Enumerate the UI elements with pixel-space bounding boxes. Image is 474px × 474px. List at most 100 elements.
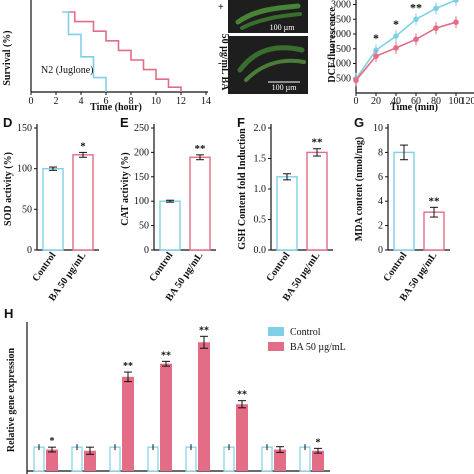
survival-curve-1: [68, 11, 182, 92]
bar: [423, 211, 445, 251]
gene-bar-control: [71, 446, 83, 472]
dcf-xlabel: Time (min): [390, 102, 438, 113]
survival-tick-label: 10: [151, 96, 161, 107]
survival-curve-2: [62, 11, 107, 92]
dcf-ytick-label: 1500: [331, 44, 351, 55]
gene-significance: **: [123, 361, 133, 372]
dcf-point: [353, 77, 359, 84]
dcf-line-1: [355, 0, 457, 80]
gene-bar-treated: [198, 342, 210, 471]
dcf-ytick-label: 2500: [331, 14, 351, 25]
bar-significance: **: [429, 195, 441, 207]
bar: [306, 151, 328, 251]
worm-top: [235, 3, 301, 25]
image-label-minus: -: [218, 57, 222, 69]
bar-ylabel: MDA content (nmol/mg): [354, 137, 365, 241]
bar-ytick-label: 50: [22, 204, 32, 215]
bar: [189, 156, 211, 251]
dcf-panel: DCF fluorescence 50010001500200025003000…: [327, 0, 474, 113]
panel-letter-h: H: [4, 306, 13, 321]
gene-bars: **********: [33, 325, 324, 472]
bar: [42, 167, 64, 251]
image-label-ba: 50 µg/mL BA: [219, 34, 230, 92]
dcf-point: [393, 33, 399, 39]
bar-ytick-label: 1.0: [254, 184, 267, 195]
survival-tick-label: 12: [176, 96, 186, 107]
dcf-xtick-label: 60: [411, 96, 421, 107]
gene-bar-treated: [122, 376, 134, 471]
panel-letter: E: [120, 115, 129, 130]
gene-bar-treated: [160, 363, 172, 471]
dcf-significance: *: [393, 17, 399, 31]
dcf-line-2: [355, 21, 457, 81]
legend-label-treated: BA 50 µg/mL: [290, 342, 346, 353]
gene-ylabel: Relative gene expression: [6, 347, 17, 452]
gene-bar-treated: [84, 450, 96, 471]
gene-bar-treated: [236, 404, 248, 471]
survival-xlabel: Time (hour): [90, 102, 142, 113]
dcf-xtick-label: 120: [461, 96, 474, 107]
dcf-significance: *: [373, 31, 379, 45]
scalebar-bottom-label: 100 µm: [272, 83, 298, 92]
gene-significance: *: [50, 436, 55, 447]
dcf-point: [433, 25, 439, 31]
survival-tick-label: 8: [129, 96, 134, 107]
survival-tick-label: 14: [201, 96, 211, 107]
bar-ylabel: GSH Content fold Induction: [237, 128, 248, 250]
dcf-xtick-label: 20: [371, 96, 381, 107]
survival-panel: Survival (%) 0 2 4 6 8 10 12 14 N2 (Juglone) Ti…: [2, 0, 211, 113]
survival-legend-text: N2 (Juglone): [41, 65, 94, 76]
bar-ytick-label: 200: [134, 147, 149, 158]
dcf-point: [373, 53, 379, 59]
survival-tick-label: 4: [79, 96, 84, 107]
worm-bottom-2: [244, 58, 306, 82]
dcf-xtick-label: 80: [431, 96, 441, 107]
dcf-ytick-label: 2000: [331, 29, 351, 40]
survival-curves: [62, 11, 182, 92]
bar-ytick-label: 250: [134, 123, 149, 134]
gene-bar-treated: [46, 449, 58, 471]
bar-ytick-label: 0.0: [254, 245, 267, 256]
legend-swatch-control: [268, 327, 284, 336]
survival-tick-label: 2: [54, 96, 59, 107]
bar-ytick-label: 10: [373, 123, 383, 134]
bar-ytick-label: 6: [378, 172, 383, 183]
bar-ytick-label: 8: [378, 147, 383, 158]
survival-tick-label: 0: [29, 96, 34, 107]
dcf-series: ****: [353, 0, 459, 87]
bar-ytick-label: 4: [378, 196, 383, 207]
bar-ylabel: CAT activity (%): [120, 152, 131, 226]
bar-ytick-label: 0: [144, 245, 149, 256]
bar-ytick-label: 0.5: [254, 215, 267, 226]
bar-category-label: Control: [147, 250, 175, 284]
panel-letter: F: [237, 115, 245, 130]
survival-x-ticks: 0 2 4 6 8 10 12 14: [29, 92, 211, 107]
panel-letter: D: [3, 115, 12, 130]
gene-bar-treated: [312, 450, 324, 471]
survival-ylabel: Survival (%): [2, 30, 13, 85]
dcf-xtick-label: 100: [449, 96, 464, 107]
bar: [393, 151, 415, 251]
gene-bar-control: [33, 446, 45, 472]
bar: [276, 176, 298, 251]
gene-bar-control: [147, 446, 159, 472]
gene-bar-control: [299, 446, 311, 472]
bar-ytick-label: 2.0: [254, 123, 267, 134]
dcf-point: [393, 45, 399, 51]
gene-bar-control: [223, 446, 235, 472]
dcf-point: [413, 16, 419, 23]
bar-significance: **: [195, 143, 207, 155]
gene-bar-control: [185, 446, 197, 472]
bar-ytick-label: 100: [134, 196, 149, 207]
gene-bar-treated: [274, 449, 286, 471]
gene-significance: *: [316, 437, 321, 448]
bar: [72, 154, 94, 251]
gene-significance: **: [237, 390, 247, 401]
dcf-point: [433, 5, 439, 12]
dcf-ytick-label: 1000: [331, 59, 351, 70]
dcf-ytick-label: 500: [336, 73, 351, 84]
bar-ytick-label: 0: [378, 245, 383, 256]
dcf-ylabel: DCF fluorescence: [327, 7, 338, 83]
